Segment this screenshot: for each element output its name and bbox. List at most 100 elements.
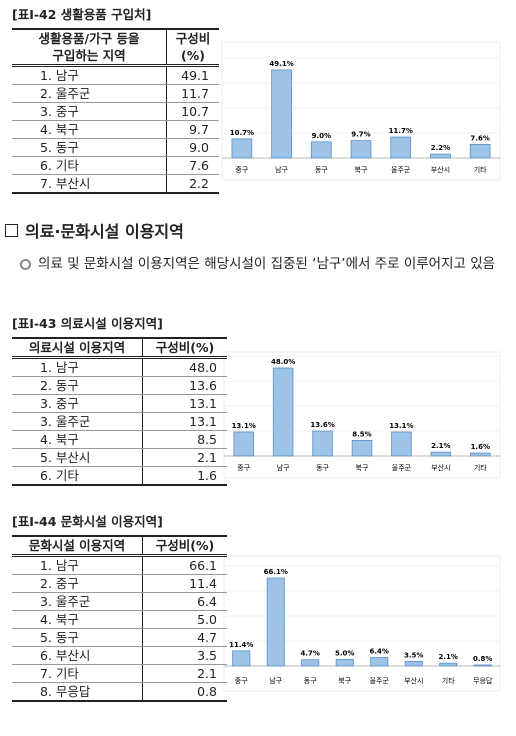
chart-frame <box>223 351 501 479</box>
header-text: 문화시설 이용지역 <box>28 538 126 553</box>
category-label: 남구 <box>269 676 282 685</box>
table-row: 2. 동구 13.6 <box>12 376 227 395</box>
table-cell: 4.7 <box>142 628 227 647</box>
header-text: 구성비(%) <box>155 538 215 553</box>
category-label: 기타 <box>442 676 455 685</box>
bar <box>271 69 292 159</box>
value-label: 5.0% <box>335 649 354 657</box>
table-row: 8. 무응답 0.8 <box>12 682 227 702</box>
category-label: 울주군 <box>392 464 412 472</box>
category-label: 북구 <box>338 677 351 685</box>
chart-frame <box>221 41 501 181</box>
table-row: 7. 기타 2.1 <box>12 664 227 683</box>
bar <box>404 660 423 667</box>
bar <box>469 143 491 159</box>
table-cell: 11.4 <box>142 574 227 593</box>
table-row: 1. 남구 48.0 <box>12 357 227 377</box>
table-cell: 2. 동구 <box>12 376 143 395</box>
value-label: 9.7% <box>351 131 370 139</box>
table-row: 5. 동구 4.7 <box>12 628 227 647</box>
bar <box>301 659 320 667</box>
header-text: 의료시설 이용지역 <box>28 340 126 355</box>
category-label: 울주군 <box>391 166 411 174</box>
table-cell: 9.0 <box>166 138 219 157</box>
bar <box>272 367 294 457</box>
category-label: 중구 <box>235 166 248 174</box>
heading-row: 의료·문화시설 이용지역 <box>5 218 184 242</box>
table-cell: 1. 남구 <box>12 555 143 575</box>
value-label: 10.7% <box>230 129 254 137</box>
table-cell: 48.0 <box>142 357 227 377</box>
category-label: 기타 <box>474 463 487 472</box>
table-row: 1. 남구 66.1 <box>12 555 227 575</box>
bar <box>391 431 412 457</box>
table-cell: 5. 부산시 <box>12 448 143 467</box>
header-text: 생활용품/가구 등을 <box>38 31 140 46</box>
bar <box>370 657 389 667</box>
bar <box>390 136 412 159</box>
value-label: 4.7% <box>301 650 320 658</box>
category-label: 중구 <box>237 464 250 472</box>
table-cell: 4. 북구 <box>12 430 143 449</box>
bullet-paragraph: 의료 및 문화시설 이용지역은 해당시설이 집중된 ‘남구’에서 주로 이루어지… <box>18 250 506 279</box>
category-label: 동구 <box>315 166 328 174</box>
value-label: 0.8% <box>473 655 492 663</box>
category-label: 기타 <box>474 165 487 174</box>
table-row: 3. 중구 13.1 <box>12 394 227 413</box>
table-cell: 3. 중구 <box>12 102 167 121</box>
table-cell: 49.1 <box>166 65 219 85</box>
header-row: 문화시설 이용지역 구성비(%) <box>12 535 227 557</box>
bar <box>312 430 333 457</box>
table-cell: 4. 북구 <box>12 120 167 139</box>
header-cell: 의료시설 이용지역 <box>12 337 143 359</box>
table-cell: 6.4 <box>142 592 227 611</box>
table-row: 1. 남구 49.1 <box>12 65 219 85</box>
value-label: 2.2% <box>431 144 450 152</box>
header-cell: 구성비(%) <box>142 337 227 359</box>
table-cell: 6. 기타 <box>12 466 143 486</box>
table-cell: 2.1 <box>142 448 227 467</box>
table-cell: 5. 동구 <box>12 628 143 647</box>
table-row: 2. 중구 11.4 <box>12 574 227 593</box>
table-cell: 3. 울주군 <box>12 592 143 611</box>
category-label: 남구 <box>277 463 290 472</box>
table-cell: 8. 무응답 <box>12 682 143 702</box>
table-cell: 2.1 <box>142 664 227 683</box>
table-cell: 3. 울주군 <box>12 412 143 431</box>
value-label: 13.1% <box>232 422 256 430</box>
table-cell: 11.7 <box>166 84 219 103</box>
header-cell: 문화시설 이용지역 <box>12 535 143 557</box>
header-text: (%) <box>181 48 205 63</box>
category-label: 무응답 <box>473 676 493 685</box>
bar <box>232 650 251 667</box>
checkbox-icon <box>5 224 18 237</box>
table-cell: 5. 동구 <box>12 138 167 157</box>
table-row: 6. 기타 1.6 <box>12 466 227 486</box>
value-label: 8.5% <box>352 430 371 438</box>
table-row: 4. 북구 5.0 <box>12 610 227 629</box>
table-row: 5. 부산시 2.1 <box>12 448 227 467</box>
table-row: 6. 부산시 3.5 <box>12 646 227 665</box>
table-title: [표Ⅰ-43 의료시설 이용지역] <box>12 316 163 331</box>
header-cell: 구성비(%) <box>142 535 227 557</box>
value-label: 2.1% <box>439 653 458 661</box>
bullet-icon <box>20 259 31 270</box>
header-cell: 구성비 (%) <box>166 28 219 67</box>
table-row: 5. 동구 9.0 <box>12 138 219 157</box>
table-cell: 5.0 <box>142 610 227 629</box>
table-cell: 13.1 <box>142 412 227 431</box>
value-label: 3.5% <box>404 651 423 659</box>
header-text: 구성비 <box>175 31 211 46</box>
table-row: 2. 울주군 11.7 <box>12 84 219 103</box>
value-label: 13.6% <box>310 421 334 429</box>
table-cell: 7. 기타 <box>12 664 143 683</box>
table-cell: 7.6 <box>166 156 219 175</box>
bar <box>473 664 492 667</box>
table-cell: 9.7 <box>166 120 219 139</box>
header-text: 구입하는 지역 <box>52 48 126 63</box>
value-label: 2.1% <box>431 442 450 450</box>
